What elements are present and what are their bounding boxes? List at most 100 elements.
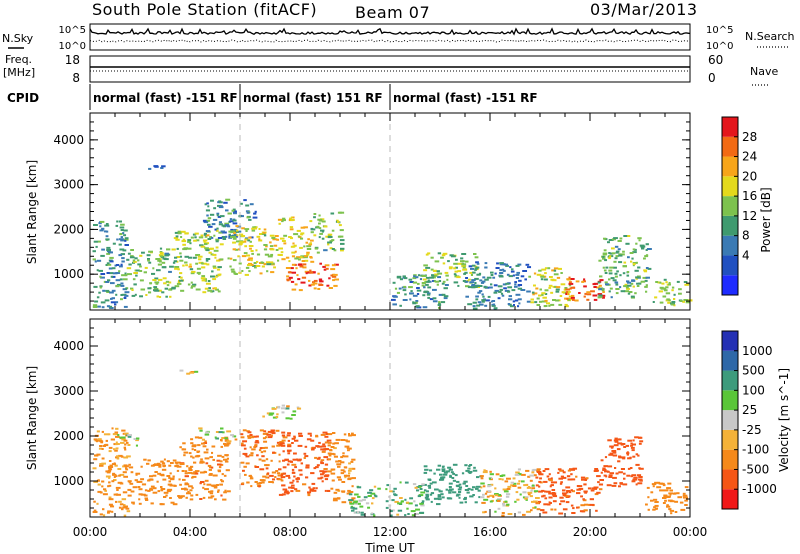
echo-cell — [437, 498, 442, 501]
echo-cell — [493, 307, 498, 310]
echo-cell — [313, 234, 317, 237]
echo-cell — [441, 468, 446, 471]
echo-cell — [111, 267, 116, 270]
echo-cell — [440, 477, 445, 480]
echo-cell — [115, 443, 120, 445]
echo-cell — [516, 482, 521, 485]
echo-cell — [291, 271, 297, 274]
echo-cell — [406, 507, 409, 510]
echo-cell — [266, 472, 270, 475]
echo-cell — [99, 491, 103, 494]
echo-cell — [109, 260, 114, 263]
echo-cell — [600, 471, 603, 474]
echo-cell — [673, 304, 676, 307]
echo-cell — [639, 244, 645, 247]
echo-cell — [440, 493, 444, 496]
echo-cell — [265, 467, 269, 470]
echo-cell — [125, 507, 130, 510]
echo-cell — [255, 265, 261, 267]
echo-cell — [200, 461, 205, 464]
echo-cell — [100, 441, 104, 444]
echo-cell — [388, 504, 392, 507]
echo-cell — [113, 479, 117, 481]
echo-cell — [331, 275, 337, 278]
echo-cell — [211, 223, 216, 226]
echo-cell — [433, 472, 436, 475]
echo-cell — [271, 471, 277, 474]
echo-cell — [230, 236, 235, 239]
echo-cell — [515, 264, 520, 267]
echo-cell — [351, 434, 356, 437]
echo-cell — [468, 278, 471, 281]
echo-cell — [483, 469, 486, 472]
echo-cell — [304, 255, 308, 258]
echo-cell — [246, 254, 251, 257]
echo-cell — [454, 270, 458, 273]
echo-cell — [206, 249, 210, 252]
echo-cell — [149, 475, 154, 478]
echo-cell — [533, 500, 538, 503]
echo-cell — [109, 464, 113, 467]
echo-cell — [518, 480, 521, 483]
echo-cell — [356, 502, 360, 505]
echo-cell — [178, 276, 181, 278]
echo-cell — [517, 263, 522, 266]
echo-cell — [587, 487, 592, 490]
echo-cell — [304, 455, 309, 458]
echo-cell — [309, 271, 314, 274]
echo-cell — [106, 291, 111, 293]
echo-cell — [174, 461, 179, 464]
colorbar-swatch — [722, 275, 738, 295]
echo-cell — [321, 237, 325, 240]
echo-cell — [277, 474, 283, 477]
echo-cell — [225, 235, 228, 238]
colorbar-tick-label: 24 — [742, 150, 757, 164]
echo-cell — [447, 260, 450, 263]
echo-cell — [282, 436, 288, 439]
echo-cell — [124, 294, 129, 297]
echo-cell — [339, 229, 344, 232]
echo-cell — [449, 488, 454, 491]
echo-cell — [237, 248, 241, 251]
echo-cell — [135, 473, 138, 476]
echo-cell — [618, 261, 623, 264]
echo-cell — [135, 444, 138, 447]
echo-cell — [138, 502, 142, 505]
echo-cell — [156, 462, 161, 465]
echo-cell — [613, 482, 618, 485]
echo-cell — [338, 224, 342, 227]
echo-cell — [116, 283, 121, 286]
echo-cell — [476, 273, 481, 276]
echo-cell — [127, 488, 132, 491]
echo-cell — [217, 274, 221, 277]
echo-cell — [332, 442, 336, 445]
echo-cell — [123, 505, 128, 508]
echo-cell — [526, 300, 531, 303]
echo-cell — [97, 305, 101, 308]
echo-cell — [231, 209, 235, 212]
echo-cell — [616, 448, 621, 451]
echo-cell — [282, 217, 286, 220]
echo-cell — [627, 457, 632, 460]
echo-cell — [484, 492, 488, 495]
echo-cell — [484, 510, 487, 513]
echo-cell — [625, 444, 630, 447]
echo-cell — [438, 489, 441, 492]
echo-cell — [260, 481, 265, 484]
echo-cell — [581, 478, 586, 481]
echo-cell — [159, 260, 162, 263]
echo-cell — [630, 442, 633, 445]
echo-cell — [195, 493, 199, 496]
echo-cell — [241, 270, 244, 272]
echo-cell — [637, 266, 641, 269]
echo-cell — [470, 267, 475, 270]
echo-cell — [235, 225, 239, 228]
echo-cell — [125, 441, 129, 444]
echo-cell — [300, 237, 304, 240]
echo-cell — [319, 280, 324, 283]
echo-cell — [472, 469, 478, 472]
echo-cell — [466, 491, 470, 494]
echo-cell — [524, 278, 527, 281]
echo-cell — [242, 429, 247, 432]
echo-cell — [609, 287, 613, 290]
